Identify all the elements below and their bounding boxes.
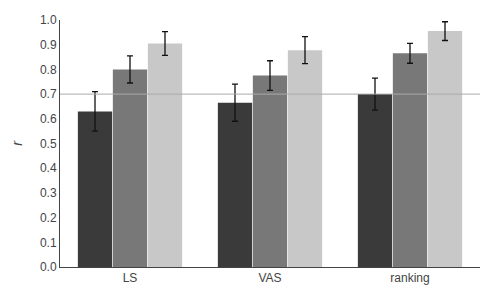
svg-text:0.3: 0.3 <box>40 186 57 200</box>
svg-text:0.9: 0.9 <box>40 38 57 52</box>
svg-text:0.8: 0.8 <box>40 63 57 77</box>
svg-text:VAS: VAS <box>258 271 281 285</box>
svg-text:0.5: 0.5 <box>40 137 57 151</box>
svg-text:0.6: 0.6 <box>40 112 57 126</box>
svg-text:LS: LS <box>123 271 138 285</box>
svg-text:0.1: 0.1 <box>40 236 57 250</box>
svg-text:1.0: 1.0 <box>40 13 57 27</box>
svg-text:ranking: ranking <box>390 271 429 285</box>
svg-text:0.0: 0.0 <box>40 260 57 274</box>
svg-text:0.2: 0.2 <box>40 211 57 225</box>
svg-text:0.4: 0.4 <box>40 161 57 175</box>
svg-text:0.7: 0.7 <box>40 87 57 101</box>
svg-text:r: r <box>9 140 25 146</box>
